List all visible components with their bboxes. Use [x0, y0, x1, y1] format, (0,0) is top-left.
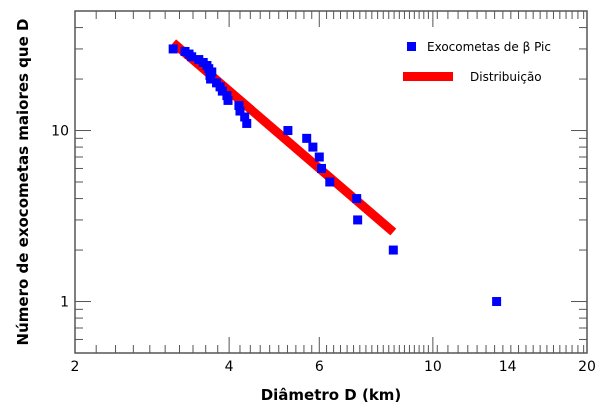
data-point [352, 194, 362, 204]
legend: Exocometas de β Pic Distribuição [403, 40, 551, 84]
x-tick-label: 2 [71, 359, 80, 375]
y-tick-label: 1 [60, 295, 69, 311]
x-tick-label: 20 [578, 359, 596, 375]
data-point [302, 133, 312, 143]
x-tick-label: 10 [424, 359, 442, 375]
y-axis-label: Número de exocometas maiores que D [14, 19, 32, 346]
data-point [235, 106, 245, 116]
data-point [187, 52, 197, 62]
y-tick-label: 10 [51, 124, 69, 140]
tick-labels: 2 4 6 10 14 20 1 10 [51, 124, 596, 375]
x-tick-label: 4 [225, 359, 234, 375]
x-axis-label: Diâmetro D (km) [261, 386, 402, 404]
plot-frame [74, 10, 588, 354]
data-point [308, 142, 318, 152]
data-point [492, 297, 502, 307]
data-point [314, 152, 324, 162]
data-point [283, 126, 293, 136]
legend-marker-scatter [407, 42, 416, 51]
data-point [388, 245, 398, 255]
data-point [316, 163, 326, 173]
data-point [168, 44, 178, 54]
data-point [217, 86, 227, 96]
data-point [223, 95, 233, 105]
data-point [206, 74, 216, 84]
legend-label-scatter: Exocometas de β Pic [427, 40, 551, 54]
data-point [242, 118, 252, 128]
data-point [353, 215, 363, 225]
data-point [325, 177, 335, 187]
data-point [234, 101, 244, 111]
x-tick-label: 6 [315, 359, 324, 375]
chart-marks [168, 39, 502, 307]
data-point [240, 112, 250, 122]
data-point [222, 91, 232, 101]
legend-label-line: Distribuição [470, 70, 542, 84]
legend-marker-line [403, 72, 453, 81]
x-tick-label: 14 [499, 359, 517, 375]
